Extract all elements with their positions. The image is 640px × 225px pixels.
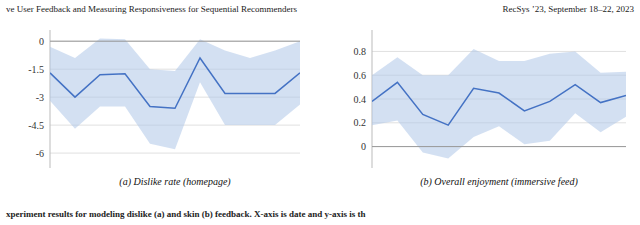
grid-line: [50, 153, 300, 154]
tick-label: -4.5: [28, 120, 44, 131]
x-axis-label: (b) Overall enjoyment (immersive feed): [420, 176, 578, 188]
tick-label: 0.8: [354, 46, 367, 57]
tick-label: -1.5: [28, 64, 44, 75]
header-left: ve User Feedback and Measuring Responsiv…: [6, 4, 297, 14]
panel: 0 0.2 0.4 0.6 0.8 (b) Overall enjoyment (imme…: [354, 30, 627, 188]
x-axis-label: (a) Dislike rate (homepage): [119, 176, 231, 188]
data-group: [50, 38, 300, 149]
header-right: RecSys ’23, September 18–22, 2023: [503, 4, 635, 14]
tick-label: 0: [361, 141, 366, 152]
panel: 0 -1.5 -3 -4.5 -6 (a) Dislike rate (homepage): [28, 30, 300, 188]
line: [50, 58, 300, 108]
line: [372, 82, 626, 125]
data-group: [372, 49, 626, 158]
tick-label: 0.2: [354, 117, 367, 128]
tick-label: 0.4: [354, 94, 367, 105]
grid-line: [372, 146, 626, 147]
tick-label: 0.6: [354, 70, 367, 81]
tick-label: -6: [36, 148, 44, 159]
reference-line: [372, 146, 626, 147]
footer: xperiment results for modeling dislike (…: [6, 209, 365, 219]
grid-line: [372, 51, 626, 52]
tick-label: -3: [36, 92, 44, 103]
reference-line: [50, 41, 300, 42]
tick-label: 0: [39, 36, 44, 47]
grid-line: [50, 41, 300, 42]
confidence-band: [372, 49, 626, 158]
confidence-band: [50, 38, 300, 149]
chart-root: ve User Feedback and Measuring Responsiv…: [0, 0, 640, 225]
